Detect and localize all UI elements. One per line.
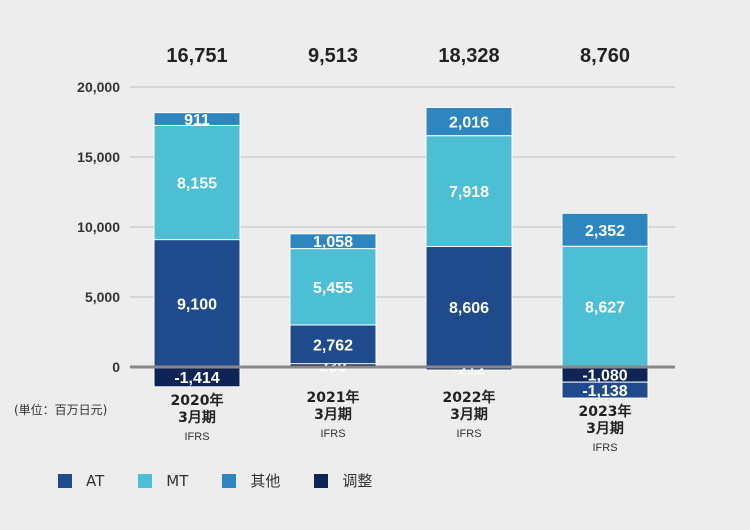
total-label: 18,328 [438, 45, 499, 67]
data-label: 9,100 [177, 296, 217, 313]
data-label: 8,606 [449, 300, 489, 317]
data-label: 2,352 [585, 223, 625, 240]
x-category-label: 2023年 [579, 403, 632, 420]
legend-item-at: AT [58, 472, 104, 490]
x-category-label: 2020年 [171, 392, 224, 409]
x-category-sublabel: IFRS [184, 431, 209, 443]
bar-segment-mt [425, 135, 513, 248]
bar-segment-other [561, 212, 649, 247]
bar-segment-mt [561, 245, 649, 368]
bar-segment-mt [289, 248, 377, 326]
x-category-label: 3月期 [450, 407, 488, 423]
x-category-sublabel: IFRS [592, 442, 617, 454]
legend-swatch-other [222, 473, 237, 488]
legend-swatch-at [58, 473, 72, 488]
x-category-label: 3月期 [178, 410, 216, 426]
data-label: 7,918 [449, 184, 489, 201]
data-label: 8,155 [177, 176, 217, 193]
data-label: -1,080 [582, 368, 627, 385]
y-tick-label: 5,000 [85, 289, 120, 305]
bar-segment-other [153, 112, 241, 126]
data-label: -1,414 [174, 370, 219, 387]
x-category-sublabel: IFRS [456, 428, 481, 440]
bar-segment-other [289, 233, 377, 250]
legend-swatch-adjust [314, 473, 329, 488]
bar-segment-at [561, 381, 649, 399]
data-label: 2,016 [449, 115, 489, 132]
legend-item-mt: MT [138, 472, 188, 490]
legend-item-adjust: 调整 [314, 470, 372, 491]
legend-label-other: 其他 [250, 472, 281, 490]
legend: AT MT 其他 调整 [58, 470, 406, 491]
x-category-label: 2022年 [443, 389, 496, 406]
bar-segment-at [425, 246, 513, 368]
total-label: 9,513 [308, 45, 358, 67]
total-label: 8,760 [580, 45, 630, 67]
y-tick-label: 15,000 [77, 149, 120, 165]
y-tick-label: 10,000 [77, 219, 120, 235]
legend-item-other: 其他 [222, 470, 280, 491]
x-category-sublabel: IFRS [320, 428, 345, 440]
x-category-label: 3月期 [586, 421, 624, 437]
unit-label: (単位：百万日元) [14, 403, 108, 417]
data-label: 5,455 [313, 280, 353, 297]
legend-label-adjust: 调整 [342, 472, 373, 490]
bar-segment-other [425, 106, 513, 137]
y-tick-label: 20,000 [77, 79, 120, 95]
total-label: 16,751 [166, 45, 227, 67]
data-label: -1,138 [582, 383, 627, 400]
data-label: 1,058 [313, 234, 353, 251]
bar-segment-at [289, 324, 377, 365]
y-tick-label: 0 [112, 359, 120, 375]
data-label: 2,762 [313, 337, 353, 354]
data-label: 8,627 [585, 300, 625, 317]
bar-segment-mt [153, 124, 241, 241]
x-category-label: 3月期 [314, 407, 352, 423]
legend-swatch-mt [138, 473, 153, 488]
legend-label-at: AT [86, 471, 105, 490]
data-label: 911 [184, 112, 210, 129]
x-category-label: 2021年 [307, 389, 360, 406]
legend-label-mt: MT [166, 471, 189, 490]
